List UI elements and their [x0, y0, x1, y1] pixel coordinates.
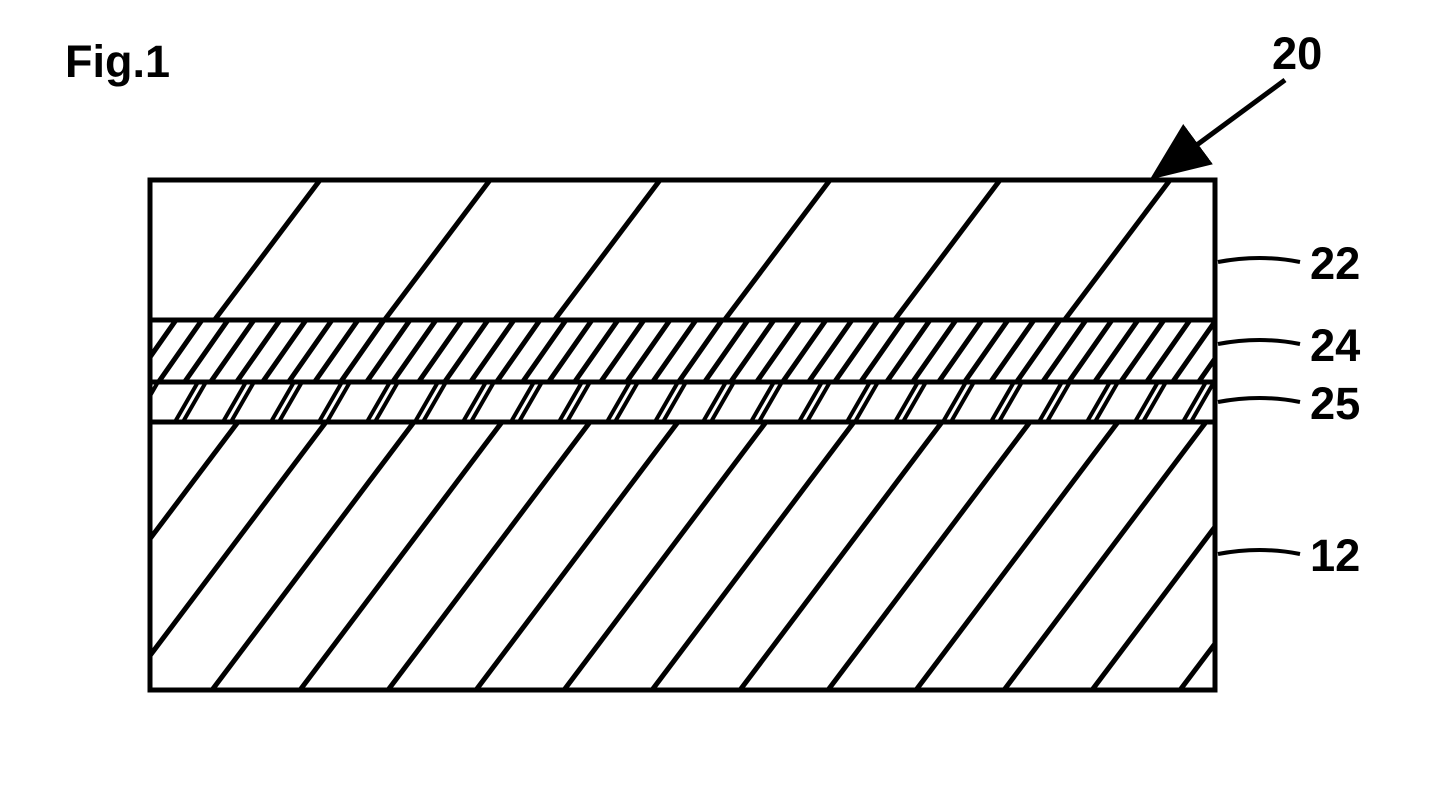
leader-22 [1218, 258, 1300, 262]
callout-22: 22 [1310, 238, 1360, 290]
leader-24 [1218, 340, 1300, 344]
callout-25: 25 [1310, 378, 1360, 430]
leader-12 [1218, 550, 1300, 554]
layer-25 [0, 0, 1442, 787]
layer-stack-diagram [0, 0, 1442, 787]
figure-canvas: Fig.1 20 22 24 25 12 [0, 0, 1442, 787]
callout-12: 12 [1310, 530, 1360, 582]
leader-25 [1218, 398, 1300, 402]
callout-20: 20 [1272, 28, 1322, 80]
figure-label: Fig.1 [65, 36, 170, 88]
callout-24: 24 [1310, 320, 1360, 372]
arrow-20 [1190, 80, 1285, 150]
